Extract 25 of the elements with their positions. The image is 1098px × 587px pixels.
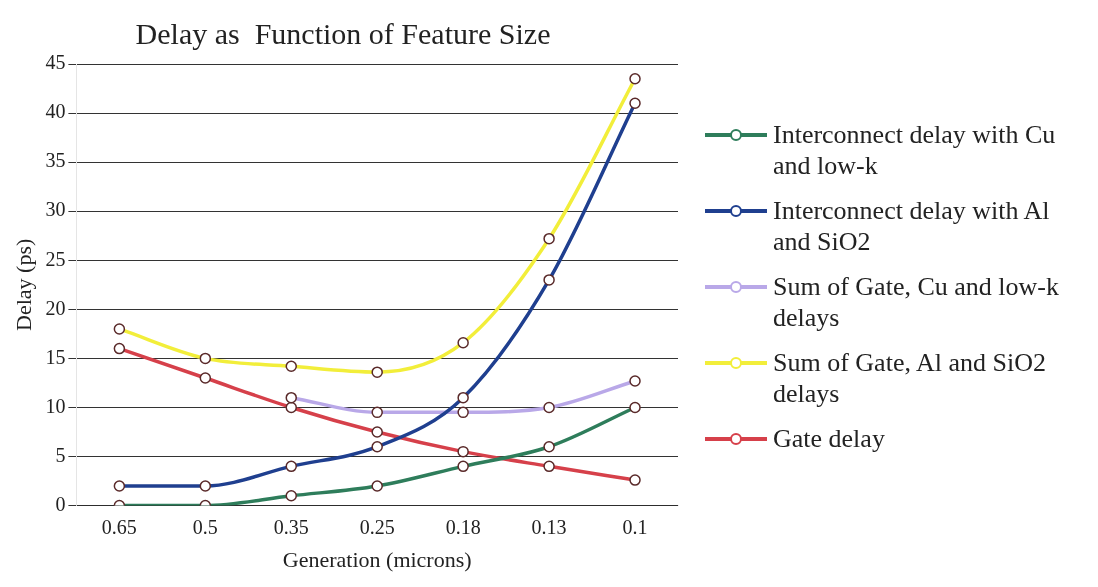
- y-tick-label: 30: [45, 198, 66, 221]
- legend-label: Gate delay: [773, 422, 885, 454]
- y-tick-label: 45: [45, 51, 66, 74]
- y-tick-label: 10: [45, 394, 66, 417]
- y-tick-label: 25: [45, 247, 66, 270]
- y-tick-label: 5: [55, 443, 66, 466]
- y-tick-label: 40: [45, 100, 66, 123]
- y-tick-label: 20: [45, 296, 66, 319]
- x-tick-label: 0.1: [622, 515, 648, 538]
- x-axis-title: Generation (microns): [282, 546, 472, 572]
- legend-label: Interconnect delay with Cu and low-k: [773, 118, 1057, 181]
- chart-title: Delay as Function of Feature Size: [135, 16, 551, 50]
- x-tick-label: 0.5: [192, 515, 218, 538]
- x-tick-label: 0.65: [101, 515, 137, 538]
- x-tick-label: 0.18: [445, 515, 481, 538]
- x-tick-label: 0.13: [531, 515, 567, 538]
- y-tick-label: 15: [45, 345, 66, 368]
- x-tick-label: 0.35: [273, 515, 309, 538]
- y-axis-title: Delay (ps): [10, 238, 36, 331]
- x-tick-label: 0.25: [359, 515, 395, 538]
- legend-label: Sum of Gate, Cu and low-k delays: [773, 270, 1060, 333]
- y-tick-label: 35: [45, 149, 66, 172]
- legend-label: Sum of Gate, Al and SiO2 delays: [773, 346, 1047, 409]
- legend-label: Interconnect delay with Al and SiO2: [773, 194, 1051, 257]
- y-tick-label: 0: [55, 492, 66, 515]
